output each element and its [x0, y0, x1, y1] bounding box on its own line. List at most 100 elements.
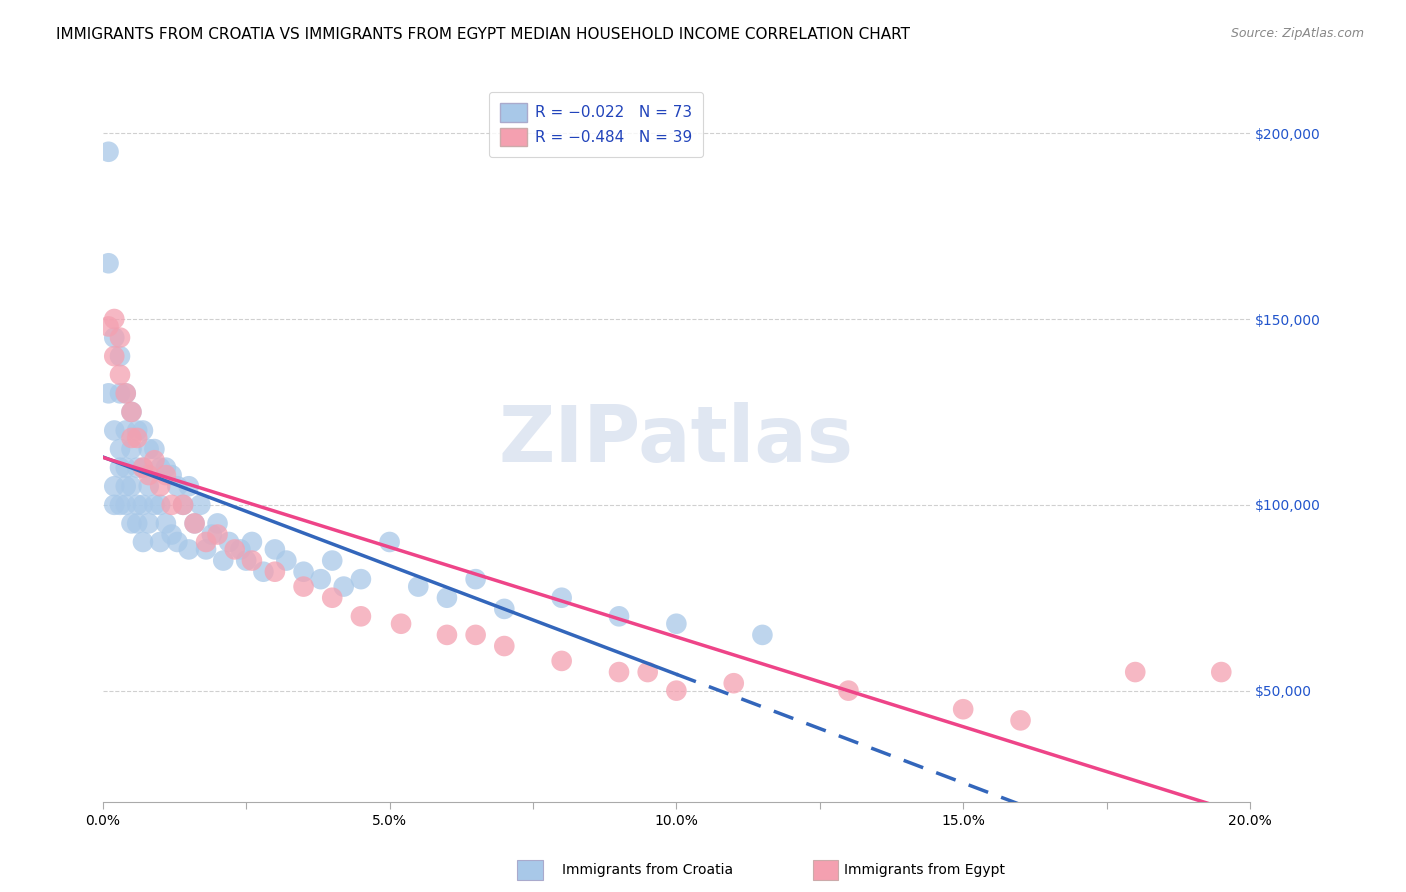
- Point: [127, 516, 149, 531]
- Point: [160, 468, 183, 483]
- Point: [121, 516, 143, 531]
- Point: [155, 516, 177, 531]
- Point: [321, 553, 343, 567]
- Point: [240, 553, 263, 567]
- Point: [143, 498, 166, 512]
- Point: [235, 553, 257, 567]
- Point: [723, 676, 745, 690]
- Point: [436, 628, 458, 642]
- Point: [350, 572, 373, 586]
- Point: [172, 498, 194, 512]
- Point: [550, 654, 572, 668]
- Point: [108, 368, 131, 382]
- Point: [138, 479, 160, 493]
- Point: [183, 516, 205, 531]
- Point: [240, 535, 263, 549]
- Point: [138, 468, 160, 483]
- Point: [149, 498, 172, 512]
- Point: [103, 479, 125, 493]
- Point: [121, 442, 143, 456]
- Point: [127, 431, 149, 445]
- Point: [321, 591, 343, 605]
- Point: [121, 479, 143, 493]
- Point: [201, 527, 224, 541]
- Point: [97, 386, 120, 401]
- Point: [665, 616, 688, 631]
- Text: Source: ZipAtlas.com: Source: ZipAtlas.com: [1230, 27, 1364, 40]
- Point: [309, 572, 332, 586]
- Point: [138, 516, 160, 531]
- Point: [155, 468, 177, 483]
- Point: [607, 609, 630, 624]
- Point: [1123, 665, 1146, 679]
- Point: [127, 460, 149, 475]
- Point: [188, 498, 211, 512]
- Point: [143, 453, 166, 467]
- Point: [114, 479, 136, 493]
- Point: [837, 683, 859, 698]
- Point: [103, 424, 125, 438]
- Point: [149, 460, 172, 475]
- Point: [195, 535, 218, 549]
- Point: [97, 256, 120, 270]
- Point: [229, 542, 252, 557]
- Point: [103, 498, 125, 512]
- Point: [97, 319, 120, 334]
- Point: [114, 498, 136, 512]
- Point: [252, 565, 274, 579]
- Point: [218, 535, 240, 549]
- Point: [143, 442, 166, 456]
- Point: [132, 460, 155, 475]
- Point: [264, 542, 287, 557]
- Point: [224, 542, 246, 557]
- Point: [127, 424, 149, 438]
- Point: [952, 702, 974, 716]
- Point: [97, 145, 120, 159]
- Point: [108, 386, 131, 401]
- Point: [166, 535, 188, 549]
- Point: [132, 460, 155, 475]
- Point: [183, 516, 205, 531]
- Point: [378, 535, 401, 549]
- Point: [464, 628, 486, 642]
- Point: [149, 535, 172, 549]
- Point: [292, 580, 315, 594]
- Point: [195, 542, 218, 557]
- Point: [160, 498, 183, 512]
- Point: [177, 479, 200, 493]
- Point: [332, 580, 354, 594]
- Point: [155, 460, 177, 475]
- Point: [637, 665, 659, 679]
- Point: [172, 498, 194, 512]
- Point: [108, 349, 131, 363]
- Point: [127, 498, 149, 512]
- Point: [212, 553, 235, 567]
- Text: Immigrants from Croatia: Immigrants from Croatia: [562, 863, 734, 877]
- Point: [103, 349, 125, 363]
- Point: [389, 616, 412, 631]
- Point: [494, 639, 516, 653]
- Point: [138, 442, 160, 456]
- Point: [108, 498, 131, 512]
- Point: [103, 312, 125, 326]
- Point: [665, 683, 688, 698]
- Point: [160, 527, 183, 541]
- Point: [103, 330, 125, 344]
- Point: [132, 498, 155, 512]
- Point: [494, 602, 516, 616]
- Point: [177, 542, 200, 557]
- Text: IMMIGRANTS FROM CROATIA VS IMMIGRANTS FROM EGYPT MEDIAN HOUSEHOLD INCOME CORRELA: IMMIGRANTS FROM CROATIA VS IMMIGRANTS FR…: [56, 27, 910, 42]
- Point: [264, 565, 287, 579]
- Point: [108, 442, 131, 456]
- Legend: R = −0.022   N = 73, R = −0.484   N = 39: R = −0.022 N = 73, R = −0.484 N = 39: [489, 93, 703, 157]
- Point: [276, 553, 298, 567]
- Point: [406, 580, 429, 594]
- Point: [108, 330, 131, 344]
- Point: [114, 386, 136, 401]
- Point: [149, 479, 172, 493]
- Point: [436, 591, 458, 605]
- Point: [550, 591, 572, 605]
- Point: [121, 431, 143, 445]
- Point: [166, 479, 188, 493]
- Point: [1010, 714, 1032, 728]
